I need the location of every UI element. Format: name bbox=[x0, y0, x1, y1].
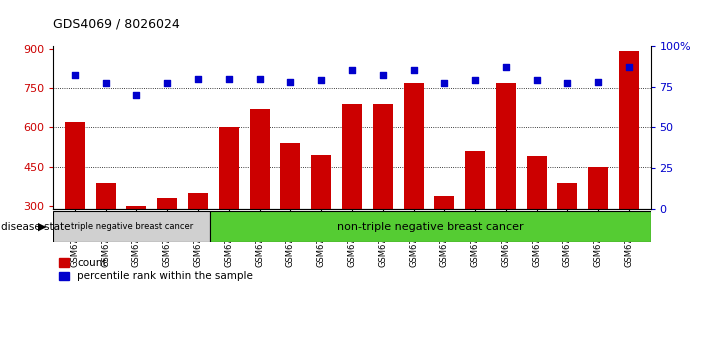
Point bbox=[469, 78, 481, 83]
Point bbox=[531, 78, 542, 83]
Bar bbox=[588, 167, 608, 285]
Text: disease state: disease state bbox=[1, 222, 70, 232]
Point bbox=[624, 64, 635, 70]
Bar bbox=[53, 211, 210, 242]
Point bbox=[377, 73, 388, 78]
Point bbox=[439, 81, 450, 86]
Text: triple negative breast cancer: triple negative breast cancer bbox=[71, 222, 193, 231]
Text: non-triple negative breast cancer: non-triple negative breast cancer bbox=[337, 222, 524, 232]
Point bbox=[346, 68, 358, 73]
Point bbox=[254, 76, 265, 81]
Bar bbox=[96, 183, 116, 285]
Bar bbox=[188, 193, 208, 285]
Bar bbox=[434, 196, 454, 285]
Point bbox=[562, 81, 573, 86]
Bar bbox=[157, 198, 177, 285]
Point bbox=[100, 81, 112, 86]
Bar bbox=[496, 83, 516, 285]
Point bbox=[316, 78, 327, 83]
Bar bbox=[465, 151, 485, 285]
Bar bbox=[404, 83, 424, 285]
Point bbox=[284, 79, 296, 85]
Bar bbox=[127, 206, 146, 285]
Bar bbox=[373, 104, 392, 285]
Point bbox=[161, 81, 173, 86]
Bar bbox=[219, 127, 239, 285]
Bar bbox=[65, 122, 85, 285]
Bar bbox=[311, 155, 331, 285]
Point bbox=[193, 76, 204, 81]
Point bbox=[408, 68, 419, 73]
Bar bbox=[210, 211, 651, 242]
Point bbox=[69, 73, 80, 78]
Bar bbox=[280, 143, 300, 285]
Bar bbox=[557, 183, 577, 285]
Point bbox=[500, 64, 511, 70]
Text: GDS4069 / 8026024: GDS4069 / 8026024 bbox=[53, 18, 180, 31]
Text: ▶: ▶ bbox=[38, 222, 46, 232]
Point bbox=[131, 92, 142, 98]
Bar bbox=[250, 109, 269, 285]
Legend: count, percentile rank within the sample: count, percentile rank within the sample bbox=[58, 258, 253, 281]
Bar bbox=[619, 51, 639, 285]
Bar bbox=[527, 156, 547, 285]
Point bbox=[223, 76, 235, 81]
Point bbox=[592, 79, 604, 85]
Bar bbox=[342, 104, 362, 285]
